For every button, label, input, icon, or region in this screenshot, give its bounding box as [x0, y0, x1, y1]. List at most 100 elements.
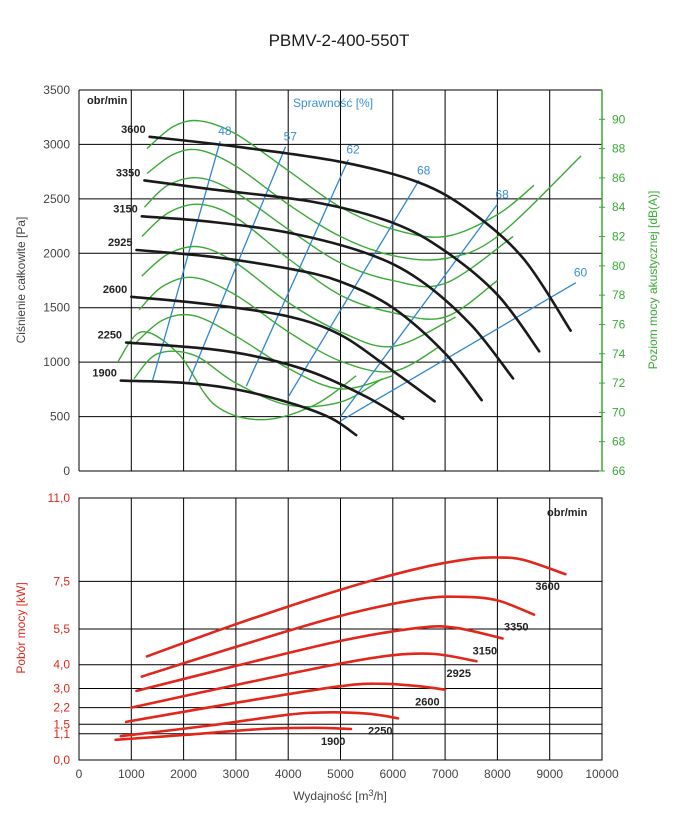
- x-tick-label: 4000: [275, 767, 302, 781]
- power-curve-2250: [119, 711, 400, 738]
- bottom-y-tick-label: 7,5: [53, 574, 70, 588]
- x-axis-title: Wydajność [m3/h]: [293, 788, 387, 803]
- pressure-curve-label: 2600: [103, 284, 127, 296]
- efficiency-label: 68: [417, 163, 431, 177]
- x-tick-label: 3000: [223, 767, 250, 781]
- right-y-tick-label: 82: [612, 230, 626, 244]
- x-tick-label: 5000: [327, 767, 354, 781]
- pressure-curve-label: 2250: [98, 330, 122, 342]
- efficiency-label: 60: [574, 266, 588, 280]
- top-y-axis-title: Ciśnienie całkowite [Pa]: [14, 217, 28, 344]
- right-y-tick-label: 72: [612, 376, 626, 390]
- bottom-y-tick-label: 1,1: [53, 727, 70, 741]
- noise-curve: [146, 119, 535, 238]
- x-tick-label: 10000: [585, 767, 619, 781]
- efficiency-label: 62: [346, 143, 360, 157]
- top-speed-unit: obr/min: [87, 95, 128, 107]
- power-curve-label: 2600: [415, 697, 439, 709]
- pressure-curve-1900: [119, 379, 358, 437]
- right-y-tick-label: 90: [612, 112, 626, 126]
- right-y-axis-title: Poziom mocy akustycznej [dB(A)]: [646, 191, 660, 370]
- top-y-tick-label: 3500: [43, 83, 70, 97]
- right-y-tick-label: 88: [612, 142, 626, 156]
- efficiency-lines: 48 57 62 68 68 60: [151, 124, 588, 422]
- power-curve-label: 3150: [473, 646, 497, 658]
- power-curves: [114, 556, 567, 742]
- x-tick-label: 6000: [379, 767, 406, 781]
- power-curve-label: 2250: [368, 725, 392, 737]
- efficiency-line: [287, 180, 420, 398]
- noise-curve: [133, 350, 383, 408]
- right-y-tick-label: 86: [612, 171, 626, 185]
- noise-curve: [117, 331, 357, 421]
- top-chart-grid: 0 500 1000 1500 2000 2500 3000 3500 66 68 70 72 74 76…: [43, 83, 625, 478]
- x-tick-label: 2000: [170, 767, 197, 781]
- x-tick-label: 8000: [484, 767, 511, 781]
- power-curve-3600: [145, 556, 567, 658]
- efficiency-label: 57: [284, 130, 298, 144]
- bottom-y-axis-title: Pobór mocy [kW]: [14, 582, 28, 673]
- x-tick-label: 7000: [432, 767, 459, 781]
- noise-curve: [146, 148, 582, 261]
- power-curve-2925: [130, 652, 478, 709]
- pressure-curve-2600: [130, 295, 436, 403]
- top-y-tick-label: 1500: [43, 301, 70, 315]
- right-y-tick-label: 76: [612, 317, 626, 331]
- power-curve-3350: [140, 595, 536, 678]
- right-y-tick-label: 78: [612, 288, 626, 302]
- bottom-y-tick-label: 4,0: [53, 658, 70, 672]
- power-curve-3150: [135, 625, 504, 693]
- x-tick-label: 9000: [536, 767, 563, 781]
- right-y-tick-label: 70: [612, 405, 626, 419]
- efficiency-label: 48: [218, 124, 232, 138]
- efficiency-line: [188, 146, 287, 382]
- power-curve-1900: [114, 726, 353, 742]
- efficiency-label: 68: [495, 187, 509, 201]
- power-curve-label: 2925: [446, 668, 470, 680]
- power-curve-label: 3600: [535, 581, 559, 593]
- pressure-curve-2925: [135, 248, 483, 402]
- bottom-speed-unit: obr/min: [547, 507, 588, 519]
- power-curve-label: 3350: [504, 622, 528, 634]
- noise-curve: [136, 313, 393, 390]
- chart-title: PBMV-2-400-550T: [269, 31, 410, 50]
- top-y-tick-label: 3000: [43, 137, 70, 151]
- pressure-curve-label: 2925: [108, 237, 132, 249]
- bottom-y-tick-label: 11,0: [48, 491, 71, 505]
- efficiency-line: [245, 159, 349, 387]
- pressure-curve-3350: [143, 179, 541, 353]
- noise-curve: [143, 176, 514, 288]
- top-y-tick-label: 0: [63, 464, 70, 478]
- top-chart-labels: 3600 3350 3150 2925 2600 2250 1900: [92, 124, 145, 380]
- bottom-y-tick-label: 0,0: [53, 753, 70, 767]
- pressure-curve-label: 3600: [121, 124, 145, 136]
- power-curve-2600: [124, 682, 447, 724]
- efficiency-line: [339, 203, 498, 417]
- pressure-curve-2250: [124, 341, 405, 420]
- right-y-tick-label: 80: [612, 259, 626, 273]
- top-y-tick-label: 500: [50, 410, 70, 424]
- noise-curve: [141, 203, 498, 320]
- pressure-curve-3150: [140, 215, 515, 380]
- top-y-tick-label: 2000: [43, 246, 70, 260]
- x-tick-label: 0: [76, 767, 83, 781]
- pressure-curves: [119, 135, 572, 437]
- top-y-tick-label: 1000: [43, 355, 70, 369]
- right-y-tick-label: 66: [612, 464, 626, 478]
- pressure-curve-label: 3350: [116, 167, 140, 179]
- pressure-curve-label: 3150: [113, 203, 137, 215]
- efficiency-line: [340, 282, 577, 422]
- pressure-curve-label: 1900: [92, 368, 116, 380]
- bottom-y-tick-label: 5,5: [53, 622, 70, 636]
- right-y-tick-label: 84: [612, 200, 626, 214]
- bottom-y-tick-label: 1,5: [53, 717, 70, 731]
- pressure-curve-3600: [148, 135, 572, 332]
- bottom-y-tick-label: 3,0: [53, 682, 70, 696]
- power-curve-label: 1900: [321, 736, 345, 748]
- right-y-tick-label: 74: [612, 347, 626, 361]
- top-y-tick-label: 2500: [43, 192, 70, 206]
- right-y-tick-label: 68: [612, 435, 626, 449]
- x-tick-label: 1000: [118, 767, 145, 781]
